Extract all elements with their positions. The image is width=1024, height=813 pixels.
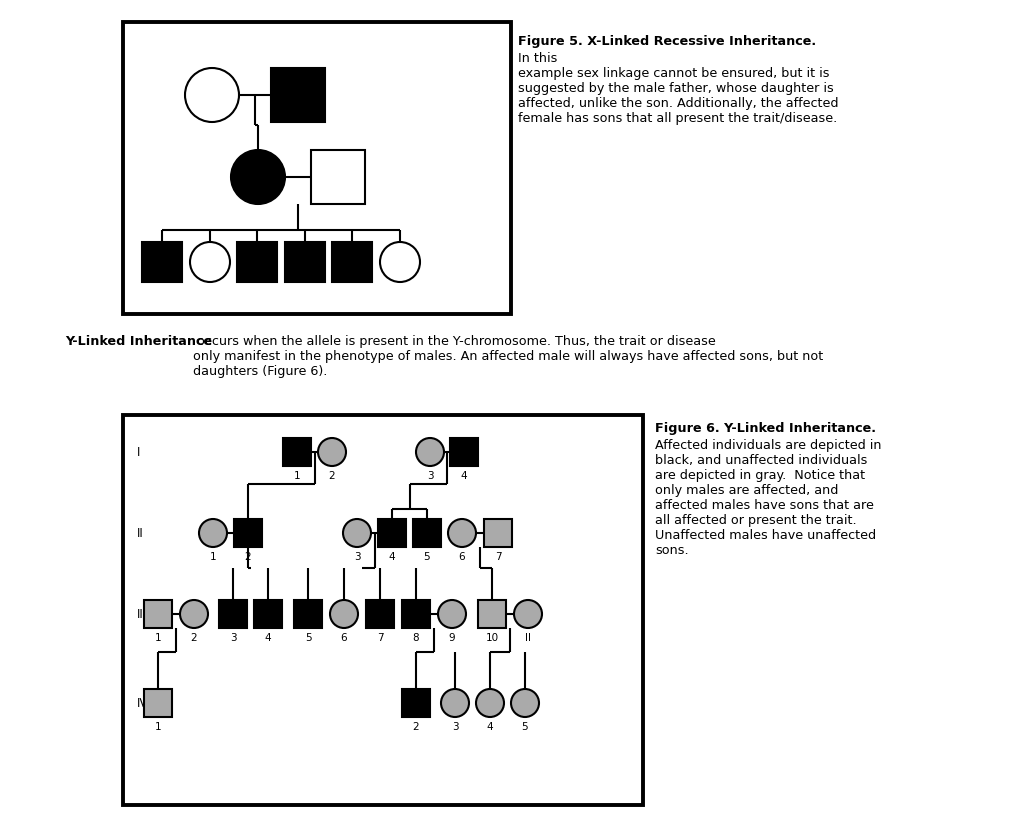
Text: occurs when the allele is present in the Y-chromosome. Thus, the trait or diseas: occurs when the allele is present in the… (193, 335, 823, 378)
Circle shape (199, 519, 227, 547)
Text: 4: 4 (461, 471, 467, 481)
Text: Y-Linked Inheritance: Y-Linked Inheritance (65, 335, 212, 348)
Bar (123, 22, 511, 314)
Text: 3: 3 (427, 471, 433, 481)
Text: I: I (137, 446, 140, 459)
Text: III: III (137, 607, 147, 620)
Bar (142, 242, 182, 282)
Text: 1: 1 (155, 633, 162, 643)
Text: 5: 5 (305, 633, 311, 643)
Circle shape (514, 600, 542, 628)
Bar (285, 242, 325, 282)
Text: 4: 4 (486, 722, 494, 732)
Text: 7: 7 (377, 633, 383, 643)
Bar (123, 415, 643, 805)
Text: 8: 8 (413, 633, 419, 643)
Circle shape (330, 600, 358, 628)
Text: 6: 6 (341, 633, 347, 643)
Text: II: II (525, 633, 531, 643)
Circle shape (449, 519, 476, 547)
Text: II: II (137, 527, 143, 540)
Text: Figure 5. X-Linked Recessive Inheritance.: Figure 5. X-Linked Recessive Inheritance… (518, 35, 816, 48)
Text: 2: 2 (329, 471, 335, 481)
Circle shape (441, 689, 469, 717)
Text: 4: 4 (264, 633, 271, 643)
Text: 10: 10 (485, 633, 499, 643)
Text: 7: 7 (495, 552, 502, 562)
Bar (478, 600, 506, 628)
Circle shape (476, 689, 504, 717)
Text: 5: 5 (521, 722, 528, 732)
Circle shape (416, 438, 444, 466)
Text: 2: 2 (245, 552, 251, 562)
Text: 1: 1 (210, 552, 216, 562)
Bar (450, 438, 478, 466)
Bar (311, 150, 365, 204)
Text: 6: 6 (459, 552, 465, 562)
Circle shape (343, 519, 371, 547)
Bar (484, 519, 512, 547)
Bar (237, 242, 278, 282)
Bar (234, 519, 262, 547)
Bar (144, 600, 172, 628)
Text: 2: 2 (190, 633, 198, 643)
Circle shape (185, 68, 239, 122)
Bar (332, 242, 372, 282)
Text: 1: 1 (155, 722, 162, 732)
Bar (219, 600, 247, 628)
Text: 3: 3 (229, 633, 237, 643)
Text: 3: 3 (452, 722, 459, 732)
Text: In this
example sex linkage cannot be ensured, but it is
suggested by the male f: In this example sex linkage cannot be en… (518, 52, 839, 125)
Bar (254, 600, 282, 628)
Text: 2: 2 (413, 722, 419, 732)
Text: 4: 4 (389, 552, 395, 562)
Bar (366, 600, 394, 628)
Text: IV: IV (137, 697, 148, 710)
Circle shape (511, 689, 539, 717)
Text: 5: 5 (424, 552, 430, 562)
Circle shape (318, 438, 346, 466)
Text: Affected individuals are depicted in
black, and unaffected individuals
are depic: Affected individuals are depicted in bla… (655, 439, 882, 557)
Text: 3: 3 (353, 552, 360, 562)
Bar (402, 689, 430, 717)
Bar (402, 600, 430, 628)
Bar (283, 438, 311, 466)
Bar (413, 519, 441, 547)
Bar (271, 68, 325, 122)
Bar (144, 689, 172, 717)
Circle shape (380, 242, 420, 282)
Text: Figure 6. Y-Linked Inheritance.: Figure 6. Y-Linked Inheritance. (655, 422, 876, 435)
Text: 1: 1 (294, 471, 300, 481)
Text: 9: 9 (449, 633, 456, 643)
Bar (378, 519, 406, 547)
Circle shape (438, 600, 466, 628)
Circle shape (231, 150, 285, 204)
Circle shape (190, 242, 230, 282)
Bar (294, 600, 322, 628)
Circle shape (180, 600, 208, 628)
